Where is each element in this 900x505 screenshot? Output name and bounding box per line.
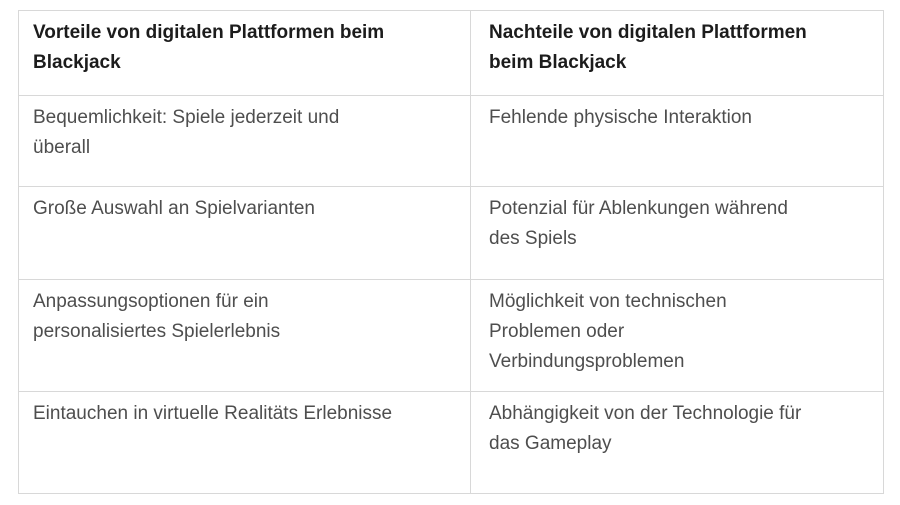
header-cell-vorteile: Vorteile von digitalen Plattformen beim … <box>18 10 471 96</box>
cell-vorteil-3: Anpassungsoptionen für ein personalisier… <box>18 279 471 392</box>
cell-vorteil-1: Bequemlichkeit: Spiele jederzeit und übe… <box>18 95 471 187</box>
cell-nachteil-2: Potenzial für Ablenkungen während des Sp… <box>470 186 884 280</box>
cell-nachteil-4: Abhängigkeit von der Technologie für das… <box>470 391 884 494</box>
cell-nachteil-3: Möglichkeit von technischen Problemen od… <box>470 279 884 392</box>
table-header-row: Vorteile von digitalen Plattformen beim … <box>18 10 884 96</box>
header-cell-nachteile: Nachteile von digitalen Plattformen beim… <box>470 10 884 96</box>
cell-vorteil-2: Große Auswahl an Spielvarianten <box>18 186 471 280</box>
table-row: Bequemlichkeit: Spiele jederzeit und übe… <box>18 95 884 187</box>
cell-nachteil-1: Fehlende physische Interaktion <box>470 95 884 187</box>
document-page: Vorteile von digitalen Plattformen beim … <box>18 10 884 494</box>
table-row: Anpassungsoptionen für ein personalisier… <box>18 279 884 392</box>
blackjack-pros-cons-table: Vorteile von digitalen Plattformen beim … <box>18 10 884 494</box>
table-row: Große Auswahl an Spielvarianten Potenzia… <box>18 186 884 280</box>
cell-vorteil-4: Eintauchen in virtuelle Realitäts Erlebn… <box>18 391 471 494</box>
table-row: Eintauchen in virtuelle Realitäts Erlebn… <box>18 391 884 494</box>
